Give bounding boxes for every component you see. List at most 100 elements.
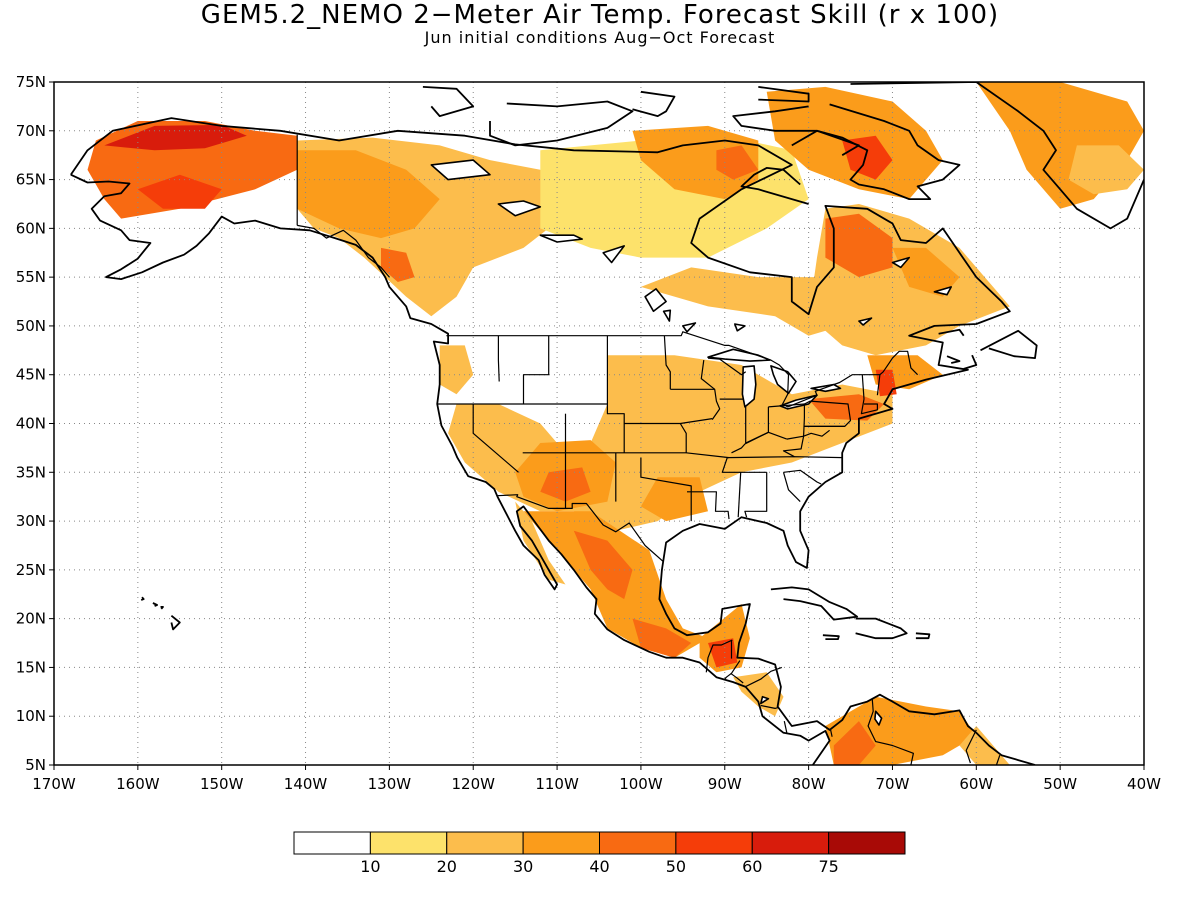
y-tick-label: 65N [16,171,46,189]
skill-region-11 [825,213,893,278]
skill-region-14 [842,135,893,180]
political-border [745,406,770,444]
coastlines-layer [70,82,1144,765]
y-tick-label: 40N [16,415,46,433]
lake-outline [733,323,746,332]
y-tick-label: 30N [16,512,46,530]
political-border [760,704,779,710]
political-border [497,494,664,562]
skill-region-26 [573,530,633,600]
lake-outline [874,710,883,726]
coastline [963,354,978,370]
coastline [70,117,1036,765]
coastline [70,173,831,765]
coastline [938,328,965,337]
x-tick-label: 90W [708,775,742,793]
y-tick-label: 20N [16,610,46,628]
y-tick-label: 35N [16,463,46,481]
y-tick-label: 60N [16,219,46,237]
political-border [721,456,844,473]
y-tick-label: 50N [16,317,46,335]
y-tick-label: 25N [16,561,46,579]
coastline [140,596,145,601]
colorbar-swatch-4 [599,831,677,855]
x-tick-label: 120W [451,775,495,793]
lake-outline [933,286,953,296]
colorbar-label: 60 [742,857,762,876]
skill-region-9 [640,267,859,336]
coastline [980,329,1038,360]
colorbar: 10 20 30 40 50 60 75 [293,831,906,876]
x-tick-label: 130W [368,775,412,793]
x-tick-label: 60W [959,775,993,793]
political-border [297,224,390,278]
skill-region-5 [381,247,415,282]
coastline [422,86,475,117]
skill-region-24 [439,345,474,395]
colorbar-swatch-7 [828,831,906,855]
political-border [783,469,822,485]
political-border [687,491,730,520]
political-border [876,374,881,396]
coastline [850,82,1144,230]
colorbar-label: 20 [437,857,457,876]
page-title: GEM5.2_NEMO 2−Meter Air Temp. Forecast S… [200,0,1000,30]
x-tick-label: 150W [200,775,244,793]
political-border [731,431,788,454]
skill-region-8 [716,145,759,180]
skill-region-27 [632,618,692,658]
colorbar-label: 75 [818,857,838,876]
political-border [783,720,788,733]
political-border [723,660,741,681]
political-border [700,360,716,390]
skill-region-21 [808,394,885,421]
skill-region-33 [833,721,876,765]
political-border [497,335,500,382]
lakes-layer [430,159,953,726]
skill-fill-layer [87,82,1144,765]
y-tick-label: 10N [16,707,46,725]
skill-region-34 [959,726,1010,765]
page-subtitle: Jun initial conditions Aug−Oct Forecast [424,28,776,47]
colorbar-label: 10 [360,857,380,876]
political-border [860,374,879,415]
political-border [768,403,806,440]
skill-region-4 [297,150,440,239]
lake-outline [770,365,797,395]
lake-outline [891,256,911,269]
skill-region-28 [515,501,566,585]
y-tick-label: 5N [25,756,46,774]
political-border [744,666,783,688]
political-border [867,699,915,765]
skill-region-16 [1068,145,1144,195]
coastline [489,100,634,147]
skill-region-31 [733,672,784,717]
skill-region-7 [632,125,759,200]
x-tick-label: 70W [876,775,910,793]
coastline [946,355,961,364]
coastline [160,606,164,610]
political-border [829,728,833,737]
coastline [770,586,859,621]
political-border [446,331,919,408]
political-border [965,729,977,764]
coastline [855,617,908,640]
colorbar-label: 40 [589,857,609,876]
y-tick-label: 55N [16,268,46,286]
lake-outline [662,309,672,322]
skill-region-12 [892,247,960,297]
political-border [782,429,830,458]
skill-region-1 [104,124,247,151]
x-tick-label: 50W [1043,775,1077,793]
colorbar-swatch-0 [293,831,371,855]
y-tick-label: 75N [16,73,46,91]
political-border [472,404,519,473]
coastline [822,634,840,640]
coastline [152,602,159,607]
lake-outline [602,245,626,264]
x-tick-label: 80W [792,775,826,793]
lake-outline [644,288,667,313]
political-border [744,472,768,518]
lake-outline [497,200,542,217]
